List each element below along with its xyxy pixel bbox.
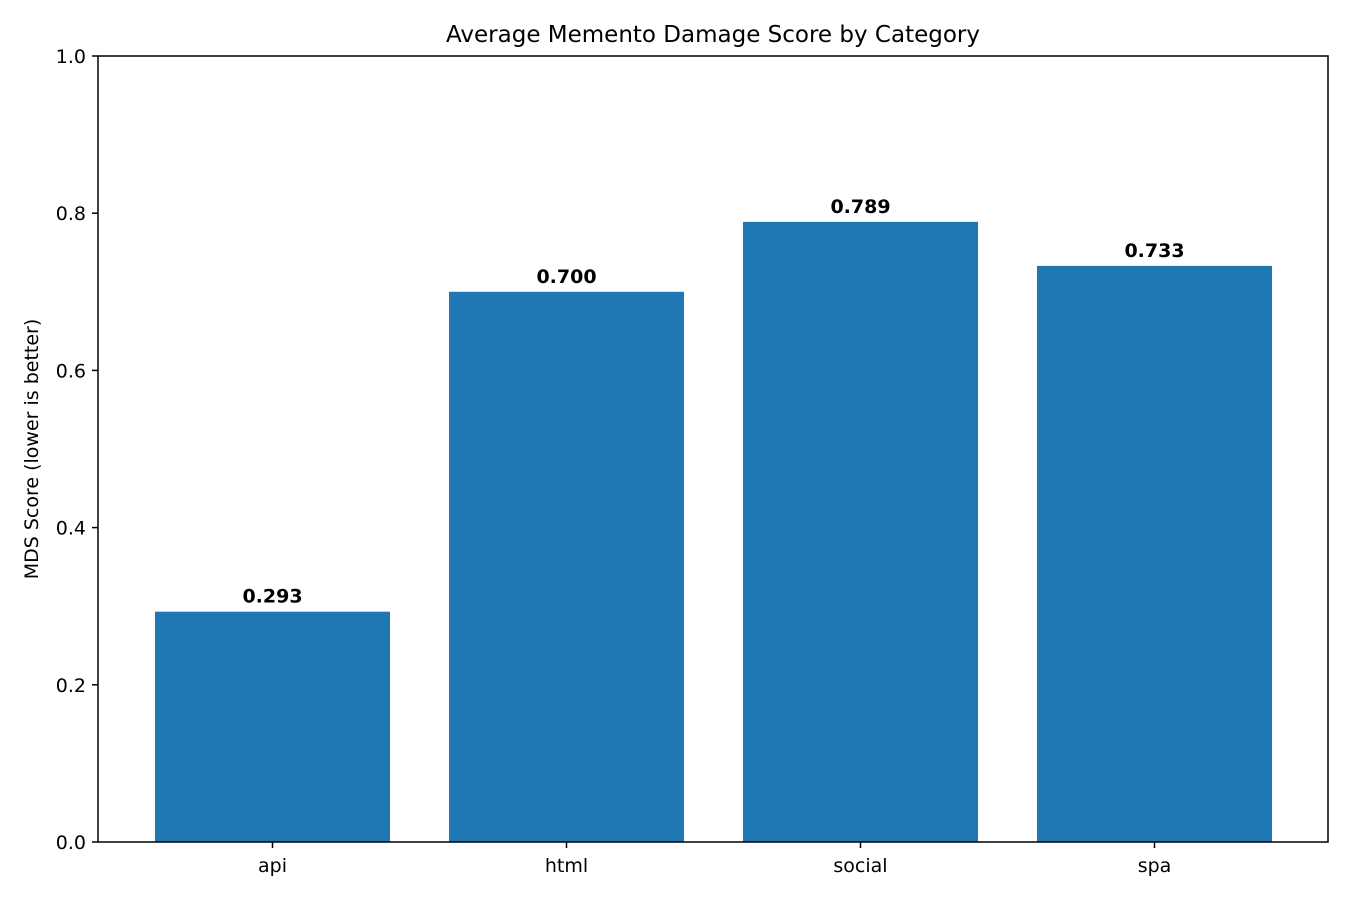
value-label-api: 0.293 bbox=[242, 586, 302, 608]
y-tick-label-1-0: 1.0 bbox=[56, 46, 86, 68]
bars-layer bbox=[155, 221, 1272, 842]
x-tick-label-api: api bbox=[258, 855, 287, 877]
bar-html bbox=[449, 291, 684, 842]
y-tick-label-0-0: 0.0 bbox=[56, 832, 86, 854]
value-label-html: 0.700 bbox=[536, 266, 596, 288]
y-tick-label-0-2: 0.2 bbox=[56, 675, 86, 697]
value-labels-layer: 0.293 0.700 0.789 0.733 bbox=[242, 196, 1184, 608]
value-label-spa: 0.733 bbox=[1124, 240, 1184, 262]
value-label-social: 0.789 bbox=[830, 196, 890, 218]
x-tick-label-spa: spa bbox=[1138, 855, 1172, 877]
y-tick-label-0-8: 0.8 bbox=[56, 203, 86, 225]
chart-title: Average Memento Damage Score by Category bbox=[446, 22, 980, 48]
plot-frame bbox=[97, 55, 1329, 843]
y-tick-label-0-6: 0.6 bbox=[56, 360, 86, 382]
x-ticks-layer: api html social spa bbox=[258, 842, 1171, 877]
bar-social bbox=[743, 221, 978, 842]
y-tick-label-0-4: 0.4 bbox=[56, 518, 86, 540]
y-axis-label: MDS Score (lower is better) bbox=[21, 319, 43, 580]
y-ticks-layer: 0.0 0.2 0.4 0.6 0.8 1.0 bbox=[56, 46, 98, 854]
x-tick-label-html: html bbox=[545, 855, 588, 877]
x-tick-label-social: social bbox=[833, 855, 887, 877]
bar-api bbox=[155, 611, 390, 842]
bar-spa bbox=[1037, 265, 1272, 842]
